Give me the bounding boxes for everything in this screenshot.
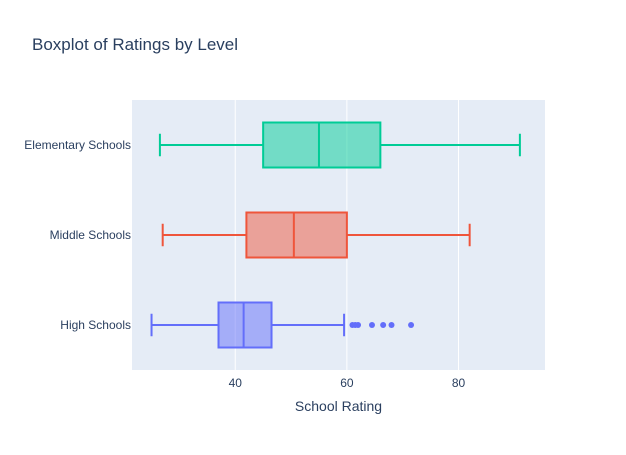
outlier-point: [355, 322, 362, 328]
y-tick-label: High Schools: [60, 318, 131, 332]
x-axis-label: School Rating: [295, 398, 382, 414]
box-group: [150, 301, 415, 349]
x-tick-label: 80: [452, 376, 466, 390]
outlier-point: [368, 322, 375, 328]
box-series: [150, 121, 521, 349]
y-tick-label: Middle Schools: [50, 228, 131, 242]
box-group: [158, 121, 521, 169]
x-tick-labels: 40 60 80: [229, 376, 466, 390]
outlier-point: [388, 322, 395, 328]
y-tick-labels: High Schools Middle Schools Elementary Sch…: [24, 138, 131, 332]
y-tick-label: Elementary Schools: [24, 138, 131, 152]
chart-title: Boxplot of Ratings by Level: [32, 35, 238, 54]
box-iqr: [217, 301, 273, 349]
box-group: [161, 211, 471, 259]
box-iqr: [262, 121, 382, 169]
outlier-point: [408, 322, 415, 328]
x-tick-label: 40: [229, 376, 243, 390]
x-tick-label: 60: [340, 376, 354, 390]
box-iqr: [245, 211, 348, 259]
outlier-point: [380, 322, 387, 328]
